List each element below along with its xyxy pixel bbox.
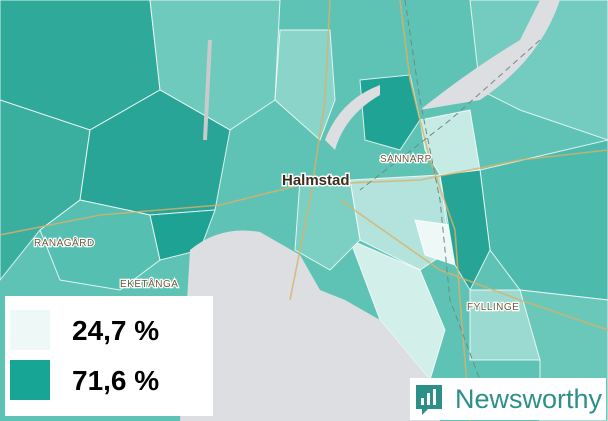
region xyxy=(149,0,281,131)
legend-swatch xyxy=(10,360,50,400)
runway xyxy=(203,39,212,141)
road xyxy=(0,149,608,236)
place-label: SANNARP xyxy=(380,154,432,165)
place-label: EKETÅNGA xyxy=(120,277,178,290)
region xyxy=(349,239,446,382)
brand-logo: Newsworthy xyxy=(410,378,606,420)
logo-bar xyxy=(421,398,424,405)
logo-bar xyxy=(433,389,436,405)
place-label: RANAGÅRD xyxy=(34,236,95,249)
brand-name: Newsworthy xyxy=(455,384,603,414)
road xyxy=(399,0,471,421)
legend-swatch xyxy=(10,310,50,350)
road xyxy=(339,199,608,331)
river xyxy=(325,85,380,150)
railway xyxy=(359,39,541,191)
region xyxy=(274,29,336,141)
legend-label: 24,7 % xyxy=(72,315,159,346)
legend: 24,7 % 71,6 % xyxy=(5,296,213,416)
logo-box xyxy=(410,378,606,420)
place-label: Halmstad xyxy=(282,172,350,189)
legend-label: 71,6 % xyxy=(72,365,159,396)
region xyxy=(439,169,491,292)
railway xyxy=(404,0,481,381)
sea xyxy=(180,230,440,421)
logo-bar xyxy=(427,393,430,405)
river xyxy=(420,0,560,110)
road xyxy=(289,0,331,301)
place-label: FYLLINGE xyxy=(467,302,519,313)
